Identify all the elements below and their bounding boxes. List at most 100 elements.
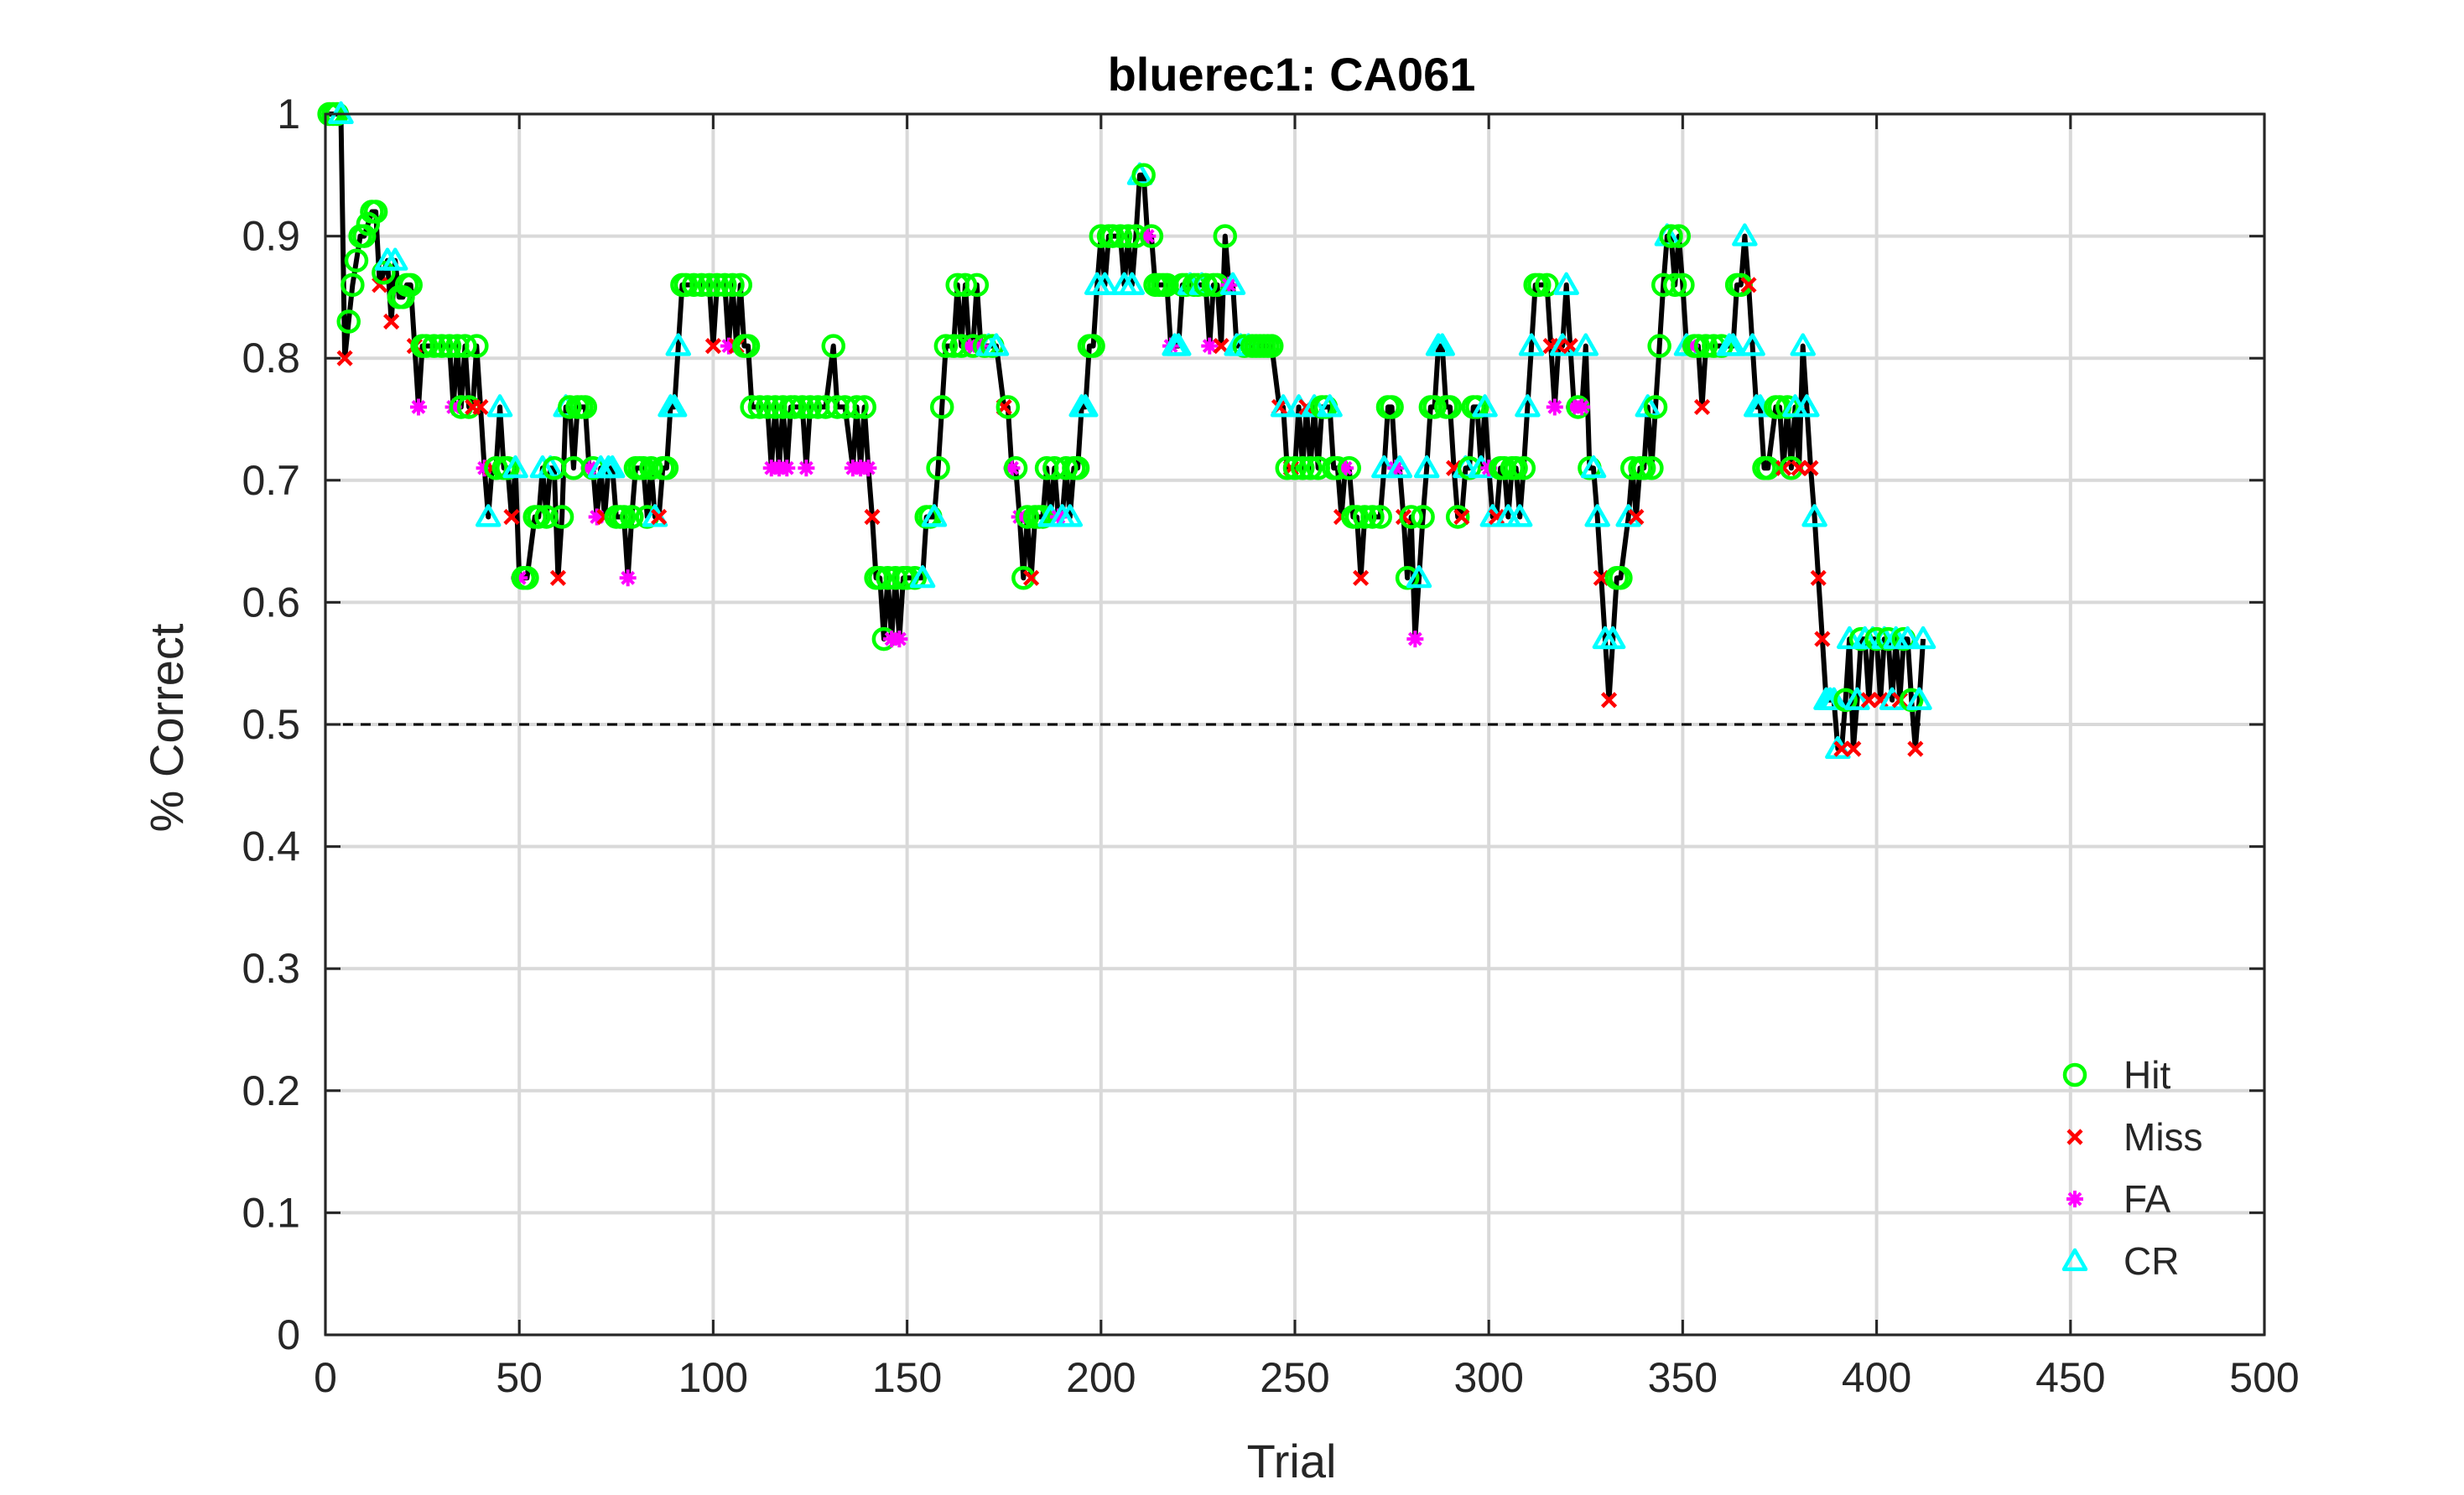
marker-hit bbox=[1352, 505, 1377, 529]
marker-hit bbox=[398, 273, 423, 298]
marker-cr bbox=[1801, 504, 1827, 527]
marker-cr bbox=[1794, 394, 1820, 418]
marker-cr bbox=[983, 333, 1010, 356]
marker-cr bbox=[1739, 333, 1765, 356]
marker-hit bbox=[867, 566, 892, 590]
marker-hit bbox=[1193, 273, 1218, 298]
marker-cr bbox=[909, 565, 936, 589]
marker-cr bbox=[1413, 454, 1440, 479]
marker-miss bbox=[549, 569, 567, 586]
marker-hit bbox=[527, 505, 551, 529]
marker-hit bbox=[798, 395, 823, 419]
marker-miss bbox=[1814, 631, 1831, 647]
y-tick-label: 0 bbox=[277, 1311, 300, 1358]
x-tick-label: 200 bbox=[1066, 1354, 1136, 1401]
marker-cr bbox=[1219, 272, 1246, 295]
marker-miss bbox=[1802, 459, 1819, 476]
marker-hit bbox=[1411, 505, 1435, 529]
marker-hit bbox=[391, 285, 415, 309]
marker-hit bbox=[1003, 455, 1028, 480]
marker-hit bbox=[1527, 273, 1552, 298]
marker-cr bbox=[1580, 454, 1607, 479]
marker-hit bbox=[1437, 395, 1463, 419]
marker-cr bbox=[1386, 454, 1413, 479]
x-tick-label: 100 bbox=[678, 1354, 748, 1401]
marker-hit bbox=[1139, 224, 1164, 248]
marker-cr bbox=[1119, 272, 1146, 295]
x-tick-label: 0 bbox=[314, 1354, 337, 1401]
marker-hit bbox=[1686, 334, 1711, 358]
marker-hit bbox=[1108, 224, 1133, 248]
marker-miss bbox=[1791, 459, 1807, 476]
marker-fa bbox=[444, 398, 462, 416]
marker-miss bbox=[864, 508, 881, 526]
x-axis-title: Trial bbox=[1247, 1435, 1337, 1487]
marker-cr bbox=[382, 247, 408, 271]
marker-hit bbox=[1833, 688, 1858, 713]
marker-hit bbox=[1337, 455, 1361, 480]
marker-hit bbox=[852, 395, 876, 419]
marker-fa bbox=[1049, 508, 1067, 526]
marker-hit bbox=[437, 334, 462, 358]
marker-hit bbox=[740, 395, 764, 419]
marker-hit bbox=[1213, 224, 1238, 248]
legend-label-fa: FA bbox=[2124, 1177, 2171, 1221]
marker-hit bbox=[654, 455, 679, 480]
y-tick-label: 0.8 bbox=[242, 335, 300, 382]
marker-cr bbox=[1584, 504, 1610, 527]
y-axis-title: % Correct bbox=[140, 623, 193, 832]
marker-hit bbox=[689, 273, 714, 298]
marker-fa bbox=[720, 337, 737, 355]
marker-fa bbox=[1387, 459, 1405, 477]
marker-hit bbox=[344, 248, 369, 273]
marker-hit bbox=[422, 334, 446, 358]
marker-hit bbox=[1275, 455, 1300, 480]
chart-title: bluerec1: CA061 bbox=[1108, 48, 1476, 101]
marker-miss bbox=[1213, 338, 1229, 355]
marker-cr bbox=[1092, 272, 1118, 295]
marker-cr bbox=[1429, 333, 1455, 356]
marker-miss bbox=[1353, 569, 1370, 586]
marker-fa bbox=[1406, 631, 1424, 648]
legend-marker-miss bbox=[2066, 1129, 2083, 1145]
x-tick-label: 50 bbox=[496, 1354, 543, 1401]
marker-hit bbox=[351, 224, 377, 248]
marker-fa bbox=[860, 459, 877, 477]
y-tick-label: 0.1 bbox=[242, 1189, 300, 1236]
marker-hit bbox=[1693, 334, 1718, 358]
marker-hit bbox=[429, 334, 454, 358]
marker-fa bbox=[891, 631, 908, 648]
marker-hit bbox=[1260, 334, 1284, 358]
marker-hit bbox=[821, 334, 845, 358]
marker-hit bbox=[1344, 505, 1370, 529]
marker-hit bbox=[336, 309, 361, 334]
marker-hit bbox=[1504, 455, 1528, 480]
legend-marker-cr bbox=[2061, 1248, 2088, 1271]
marker-hit bbox=[755, 395, 780, 419]
marker-fa bbox=[778, 459, 796, 477]
x-tick-label: 350 bbox=[1648, 1354, 1718, 1401]
marker-hit bbox=[682, 273, 706, 298]
marker-cr bbox=[1406, 565, 1432, 589]
marker-hit bbox=[1511, 455, 1536, 480]
marker-hit bbox=[372, 261, 396, 285]
marker-miss bbox=[1845, 740, 1862, 757]
x-tick-label: 150 bbox=[872, 1354, 942, 1401]
marker-hit bbox=[995, 395, 1021, 419]
marker-hit bbox=[356, 211, 381, 236]
marker-cr bbox=[1057, 504, 1084, 527]
marker-cr bbox=[665, 333, 692, 356]
marker-fa bbox=[1003, 459, 1021, 477]
legend: Hit Miss FA CR bbox=[2061, 1053, 2203, 1283]
marker-miss bbox=[1453, 508, 1470, 526]
marker-hit bbox=[926, 455, 950, 480]
marker-cr bbox=[921, 504, 948, 527]
marker-miss bbox=[1740, 277, 1757, 293]
marker-miss bbox=[1860, 692, 1877, 709]
marker-hit bbox=[713, 273, 737, 298]
legend-label-miss: Miss bbox=[2124, 1115, 2203, 1159]
y-tick-label: 1 bbox=[277, 91, 300, 138]
marker-hit bbox=[363, 200, 388, 224]
marker-cr bbox=[1515, 394, 1541, 418]
marker-cr bbox=[1844, 687, 1870, 710]
